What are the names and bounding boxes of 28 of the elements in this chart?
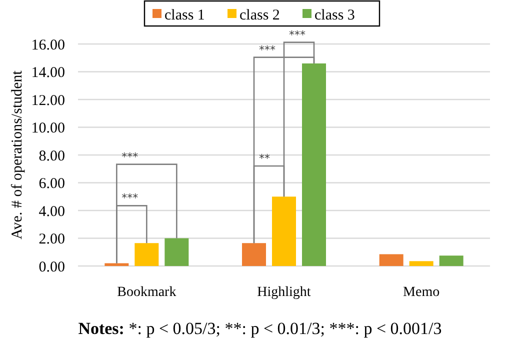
y-tick-label: 8.00	[38, 148, 65, 164]
y-tick-label: 2.00	[38, 232, 65, 248]
legend-label: class 3	[314, 7, 355, 24]
y-tick-label: 6.00	[38, 176, 65, 192]
x-tick-label: Memo	[403, 285, 440, 300]
bar	[379, 254, 404, 266]
legend-label: class 1	[164, 7, 205, 24]
bar	[164, 238, 189, 266]
annotation: ***	[122, 192, 139, 205]
y-tick-label: 10.00	[31, 120, 65, 136]
bar	[409, 261, 434, 266]
bar	[104, 263, 129, 266]
x-tick-label: Highlight	[257, 285, 311, 300]
text: ***	[289, 28, 306, 42]
y-tick-label: 12.00	[31, 92, 65, 109]
y-tick-label: 4.00	[38, 204, 65, 220]
annotation: ***	[122, 150, 139, 164]
annotation: **	[259, 152, 270, 165]
y-axis-title: Ave. # of operations/student	[9, 70, 26, 240]
annotation: ***	[259, 43, 276, 56]
legend-label: class 2	[240, 7, 280, 24]
text: Notes: *: p < 0.05/3; **: p < 0.01/3; ***: p < 0.001/3	[78, 319, 442, 338]
bar	[439, 256, 464, 266]
bar	[242, 243, 266, 266]
y-tick-label: 14.00	[31, 65, 65, 81]
y-tick-label: 16.00	[31, 37, 65, 54]
x-tick-label: Bookmark	[117, 285, 176, 300]
y-tick-label: 0.00	[38, 259, 65, 276]
